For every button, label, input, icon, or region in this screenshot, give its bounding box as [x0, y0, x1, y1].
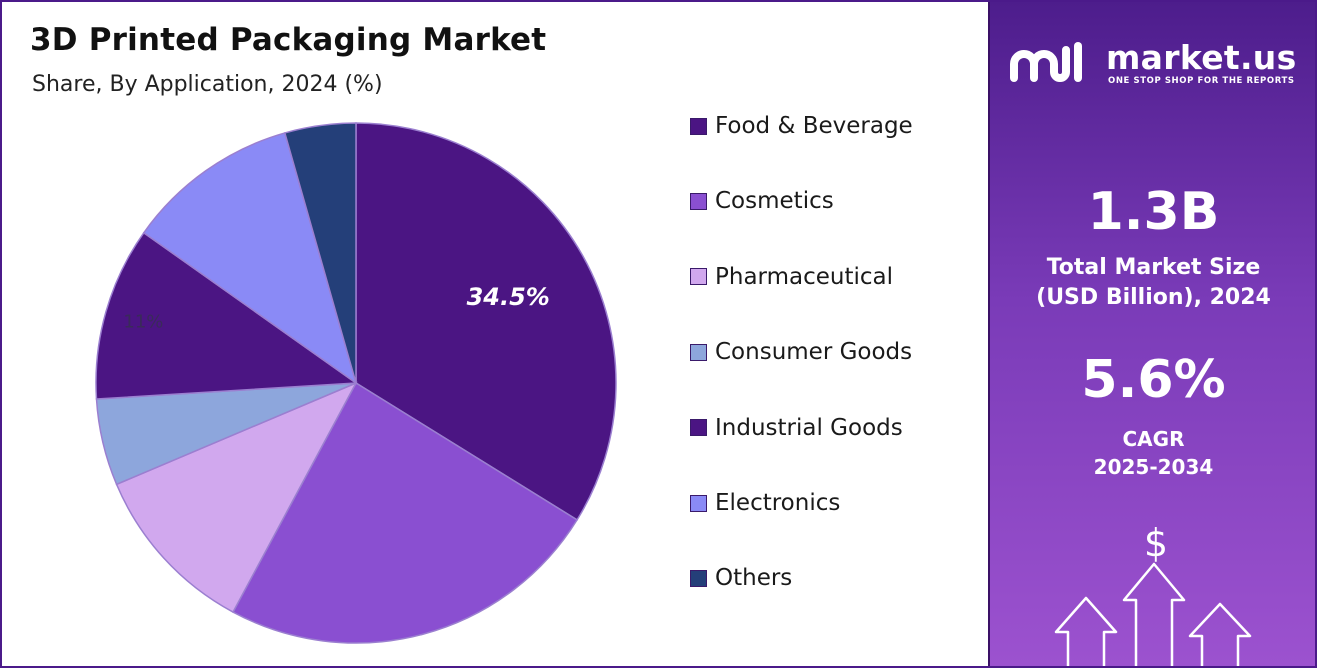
- brand-logo: market.us ONE STOP SHOP FOR THE REPORTS: [1010, 38, 1310, 88]
- legend-item: Industrial Goods: [690, 410, 903, 446]
- market-size-label-line1: Total Market Size: [1046, 255, 1261, 280]
- cagr-value: 5.6%: [1081, 350, 1226, 410]
- cagr-label-line1: CAGR: [1122, 427, 1185, 451]
- pie-data-label: 34.5%: [467, 283, 550, 311]
- legend-swatch: [690, 117, 707, 135]
- pie-slice-industrial-goods: [95, 231, 359, 400]
- market-size-label-line2: (USD Billion), 2024: [1036, 285, 1271, 310]
- pie-slice-food-beverage: [355, 122, 617, 521]
- legend-item: Electronics: [690, 485, 840, 521]
- pie-chart: 34.5% 11%: [95, 122, 617, 644]
- legend-swatch: [690, 192, 707, 210]
- pie-slice-electronics: [142, 132, 358, 385]
- legend-item: Others: [690, 560, 792, 596]
- pie-slice-pharmaceutical: [115, 381, 358, 614]
- chart-subtitle: Share, By Application, 2024 (%): [32, 72, 383, 97]
- brand-tagline: ONE STOP SHOP FOR THE REPORTS: [1108, 76, 1295, 86]
- brand-name: market.us: [1106, 38, 1297, 77]
- pie-data-label: 11%: [123, 312, 163, 333]
- market-us-logo-icon: [1010, 42, 1082, 82]
- legend-item: Consumer Goods: [690, 334, 912, 370]
- legend-label: Food & Beverage: [715, 113, 913, 139]
- legend-item: Cosmetics: [690, 183, 834, 219]
- pie-slice-others: [283, 122, 357, 384]
- legend-label: Others: [715, 565, 793, 592]
- legend-label: Electronics: [715, 490, 841, 516]
- legend-label: Consumer Goods: [715, 339, 913, 366]
- legend-swatch: [690, 419, 707, 437]
- legend-label: Cosmetics: [715, 188, 834, 215]
- legend-swatch: [690, 268, 707, 286]
- chart-title: 3D Printed Packaging Market: [30, 22, 547, 58]
- legend-swatch: [690, 569, 707, 587]
- market-summary-panel: market.us ONE STOP SHOP FOR THE REPORTS …: [988, 2, 1315, 666]
- legend-swatch: [690, 343, 707, 361]
- legend-item: Pharmaceutical: [690, 259, 893, 295]
- legend-item: Food & Beverage: [690, 108, 913, 144]
- legend-swatch: [690, 494, 707, 512]
- market-size-value: 1.3B: [1087, 182, 1220, 242]
- dollar-sign-icon: $: [1144, 521, 1168, 565]
- legend-label: Industrial Goods: [715, 414, 903, 441]
- pie-slice-cosmetics: [231, 381, 579, 644]
- cagr-label-line2: 2025-2034: [1093, 455, 1214, 479]
- legend-label: Pharmaceutical: [715, 263, 894, 290]
- growth-arrows-icon: $: [1054, 521, 1252, 666]
